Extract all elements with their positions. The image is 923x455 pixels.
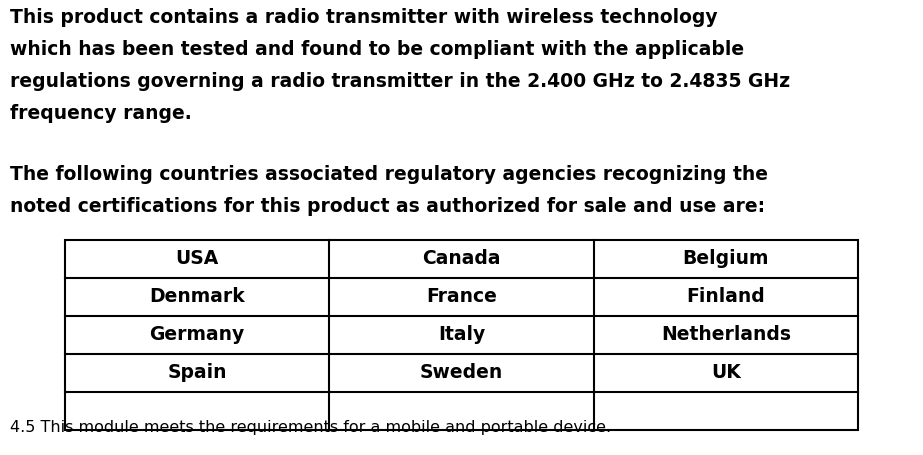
Text: Netherlands: Netherlands bbox=[661, 325, 791, 344]
Text: UK: UK bbox=[711, 364, 741, 383]
Text: Belgium: Belgium bbox=[683, 249, 769, 268]
Text: France: France bbox=[426, 288, 497, 307]
Text: 4.5 This module meets the requirements for a mobile and portable device.: 4.5 This module meets the requirements f… bbox=[10, 420, 611, 435]
Text: Canada: Canada bbox=[422, 249, 501, 268]
Bar bbox=[65, 240, 858, 430]
Text: Finland: Finland bbox=[687, 288, 765, 307]
Text: which has been tested and found to be compliant with the applicable: which has been tested and found to be co… bbox=[10, 40, 744, 59]
Text: noted certifications for this product as authorized for sale and use are:: noted certifications for this product as… bbox=[10, 197, 765, 216]
Text: USA: USA bbox=[175, 249, 219, 268]
Text: Spain: Spain bbox=[167, 364, 227, 383]
Text: Denmark: Denmark bbox=[150, 288, 245, 307]
Text: Germany: Germany bbox=[150, 325, 245, 344]
Text: Sweden: Sweden bbox=[420, 364, 503, 383]
Text: Italy: Italy bbox=[438, 325, 485, 344]
Text: This product contains a radio transmitter with wireless technology: This product contains a radio transmitte… bbox=[10, 8, 717, 27]
Text: regulations governing a radio transmitter in the 2.400 GHz to 2.4835 GHz: regulations governing a radio transmitte… bbox=[10, 72, 790, 91]
Text: The following countries associated regulatory agencies recognizing the: The following countries associated regul… bbox=[10, 165, 768, 184]
Text: frequency range.: frequency range. bbox=[10, 104, 192, 123]
